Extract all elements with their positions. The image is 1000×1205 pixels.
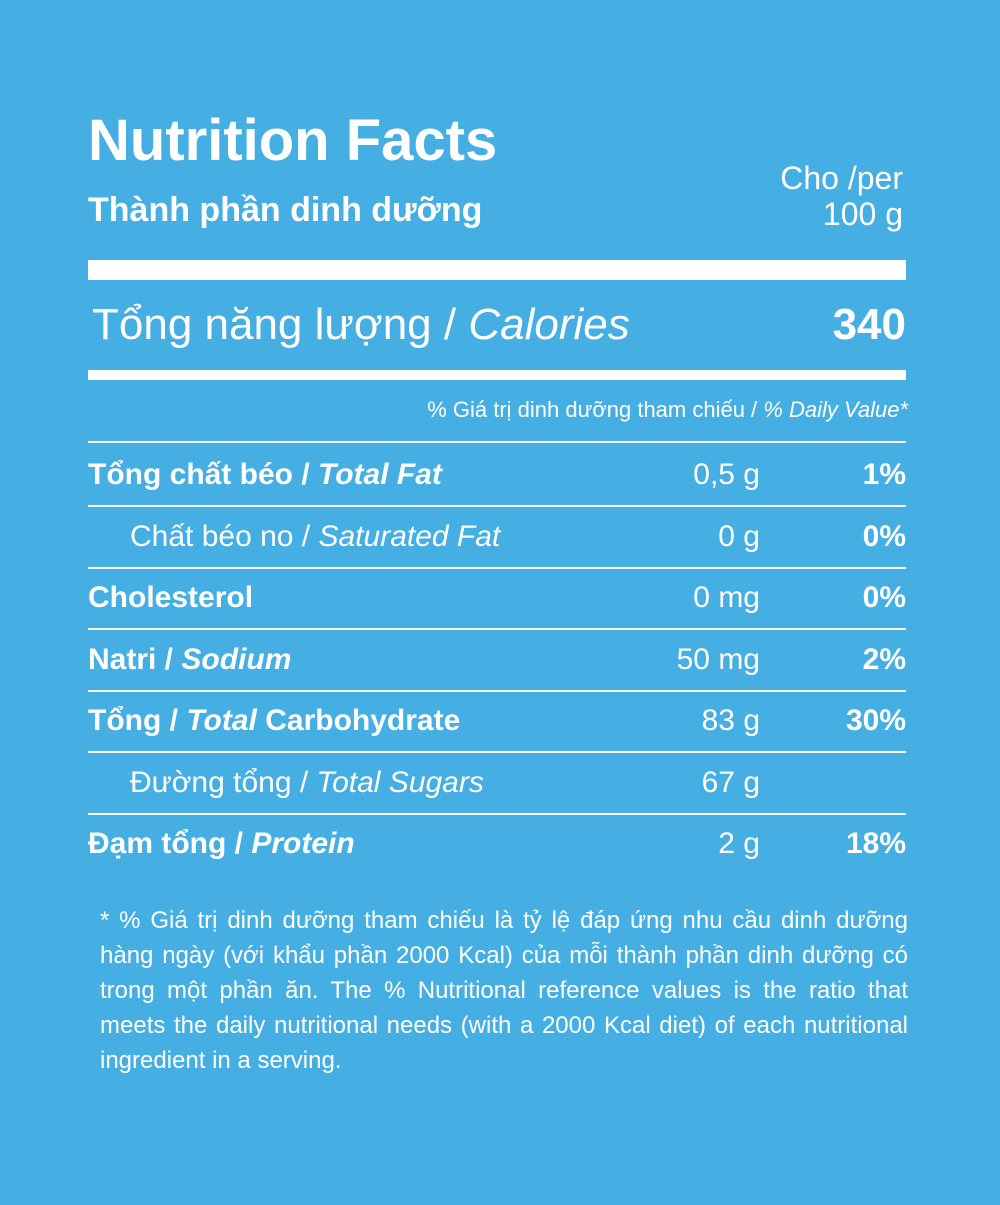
rule: [88, 441, 906, 443]
rule: [88, 751, 906, 753]
daily-value: 0%: [862, 519, 906, 553]
amount: 2 g: [718, 827, 760, 860]
amount: 0 mg: [693, 581, 760, 614]
nutrient-label: Cholesterol: [88, 578, 253, 618]
label-part: Total: [186, 704, 257, 737]
nutrient-row: Đạm tổng / Protein 2 g 18%: [88, 824, 906, 864]
daily-value: 0%: [862, 581, 906, 614]
dv-header-vi: % Giá trị dinh dưỡng tham chiếu /: [427, 397, 758, 422]
nutrient-row: Natri / Sodium 50 mg 2%: [88, 640, 906, 680]
label-part: Total Sugars: [316, 765, 484, 799]
label-part: Cholesterol: [88, 581, 254, 614]
calories-en: Calories: [468, 300, 630, 349]
label-part: Tổng chất béo /: [88, 458, 310, 491]
daily-value: 2%: [862, 642, 906, 676]
daily-value: 1%: [862, 458, 906, 491]
rule: [88, 628, 906, 630]
title: Nutrition Facts: [88, 108, 498, 173]
rule: [88, 566, 906, 569]
calories-value: 340: [832, 300, 906, 349]
nutrient-label: Đạm tổng / Protein: [88, 824, 355, 864]
amount: 50 mg: [676, 642, 760, 676]
medium-bar: [88, 370, 906, 380]
rule: [88, 689, 906, 692]
calories-vi: Tổng năng lượng /: [92, 300, 457, 349]
thick-bar: [88, 260, 906, 280]
nutrient-row: Đường tổng / Total Sugars 67 g: [88, 763, 906, 803]
amount: 0 g: [718, 519, 760, 553]
label-part: Đường tổng /: [130, 765, 309, 799]
footnote: * % Giá trị dinh dưỡng tham chiếu là tỷ …: [100, 907, 908, 1074]
dv-header: % Giá trị dinh dưỡng tham chiếu / % Dail…: [427, 396, 908, 424]
nutrient-row: Tổng / Total Carbohydrate 83 g 30%: [88, 701, 906, 741]
nutrient-row: Tổng chất béo / Total Fat 0,5 g 1%: [88, 455, 906, 495]
label-part: Saturated Fat: [318, 519, 501, 553]
nutrient-label: Tổng / Total Carbohydrate: [88, 701, 460, 741]
daily-value: 30%: [845, 704, 906, 737]
label-part: Natri /: [88, 642, 174, 676]
nutrient-row: Chất béo no / Saturated Fat 0 g 0%: [88, 517, 906, 557]
label-part: Total Fat: [318, 458, 442, 491]
amount: 0,5 g: [693, 458, 760, 491]
per-label: Cho /per: [780, 160, 903, 196]
dv-header-en: % Daily Value*: [763, 397, 908, 422]
rule: [88, 505, 906, 507]
serving: Cho /per 100 g: [780, 160, 903, 232]
calories-label: Tổng năng lượng / Calories: [92, 298, 630, 352]
nutrient-label: Natri / Sodium: [88, 640, 291, 680]
amount: 67 g: [701, 765, 760, 799]
amount: 83 g: [701, 704, 760, 737]
nutrient-row: Cholesterol 0 mg 0%: [88, 578, 906, 618]
daily-value: 18%: [845, 827, 906, 860]
nutrient-label: Đường tổng / Total Sugars: [130, 763, 484, 803]
label-part: Carbohydrate: [265, 704, 461, 737]
label-part: Chất béo no /: [130, 519, 311, 553]
label-part: Protein: [251, 827, 355, 860]
subtitle: Thành phần dinh dưỡng: [88, 191, 483, 229]
nutrient-label: Chất béo no / Saturated Fat: [130, 517, 500, 557]
label-part: Sodium: [181, 642, 292, 676]
per-amount: 100 g: [822, 196, 903, 232]
label-part: Tổng /: [88, 704, 178, 737]
rule: [88, 812, 906, 815]
label-part: Đạm tổng /: [88, 827, 243, 860]
nutrient-label: Tổng chất béo / Total Fat: [88, 455, 442, 495]
